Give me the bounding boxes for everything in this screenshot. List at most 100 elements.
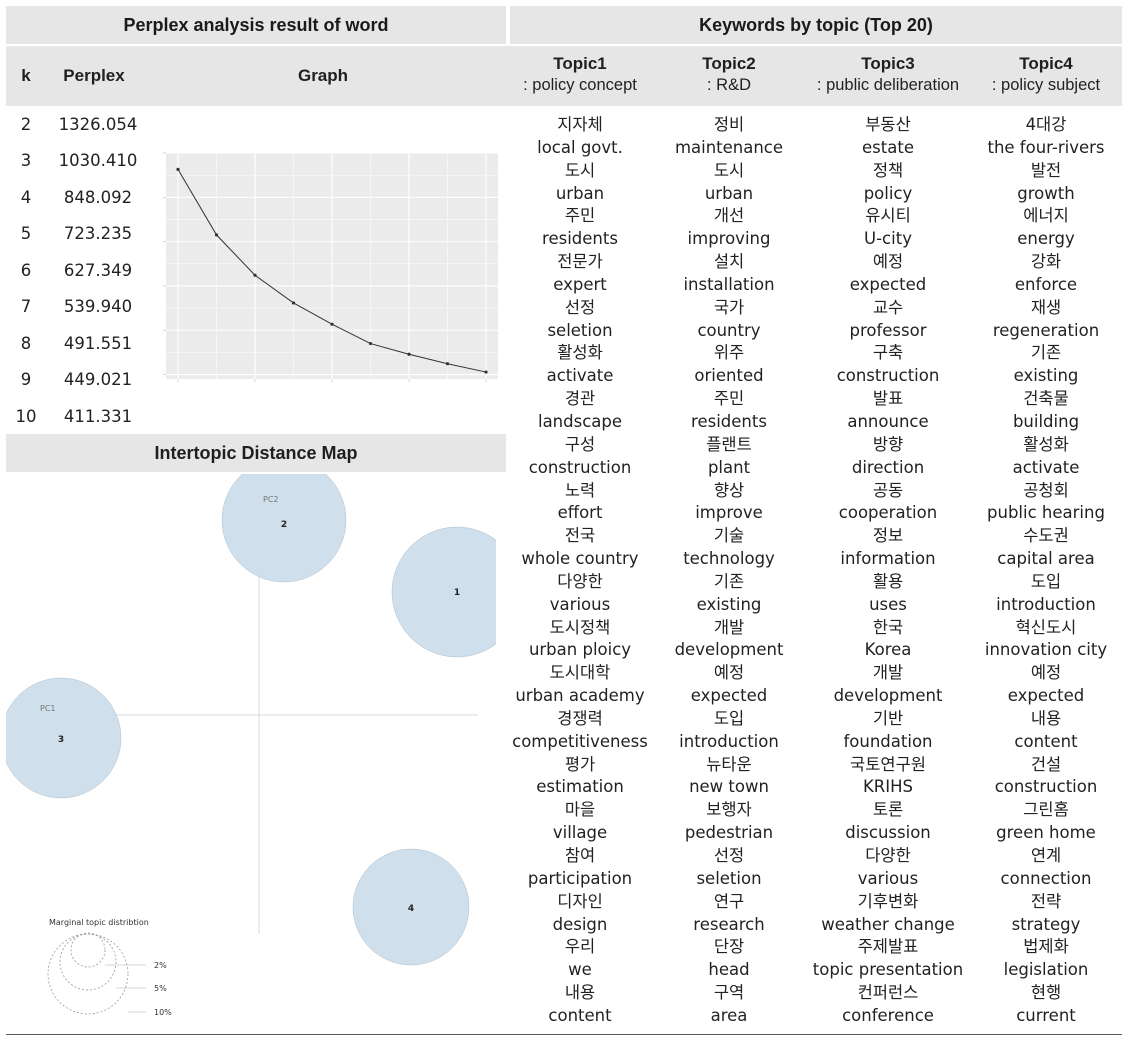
pc1-label: PC1: [40, 704, 56, 713]
keyword-english: urban academy: [515, 686, 645, 706]
topic-circle-2[interactable]: [221, 474, 347, 583]
intertopic-distance-map-header: Intertopic Distance Map: [6, 434, 506, 472]
keyword-korean: 그린홈: [1023, 800, 1069, 820]
keyword-korean: 예정: [872, 252, 904, 272]
keyword-english: existing: [696, 594, 762, 614]
keyword-korean: 개발: [713, 617, 745, 637]
keyword-english: installation: [683, 274, 775, 294]
k-value: 9: [20, 370, 32, 389]
topic4-subtitle: : policy subject: [991, 76, 1101, 94]
keyword-english: activate: [1012, 457, 1080, 477]
keyword-english: expert: [553, 274, 607, 294]
keyword-english: construction: [836, 366, 940, 386]
keyword-korean: 다양한: [865, 846, 911, 865]
perplexity-point: [253, 273, 257, 277]
perplex-value: 449.021: [63, 370, 133, 389]
keyword-english: estate: [862, 137, 914, 157]
keyword-english: improve: [695, 503, 763, 523]
keyword-korean: 선정: [713, 846, 745, 865]
keyword-korean: 에너지: [1023, 206, 1069, 226]
perplex-row: 10 411.331: [6, 407, 156, 444]
legend-circle-10: [47, 933, 129, 1015]
topic-label-2: 2: [281, 520, 287, 530]
keyword-korean: 기존: [1030, 343, 1062, 363]
perplex-value: 848.092: [63, 188, 133, 207]
perplex-row: 5 723.235: [6, 224, 156, 261]
keyword-english: Korea: [864, 640, 912, 660]
column-header-k: k: [21, 66, 31, 85]
perplex-row: 4 848.092: [6, 188, 156, 225]
keyword-english: direction: [851, 457, 925, 477]
keyword-korean: 개선: [713, 206, 745, 226]
perplexity-point: [291, 301, 296, 305]
intertopic-distance-map-title: Intertopic Distance Map: [154, 442, 358, 463]
keyword-korean: 지자체: [557, 115, 603, 134]
perplex-value: 539.940: [63, 297, 133, 316]
keyword-english: the four-rivers: [987, 137, 1105, 157]
keyword-english: development: [833, 686, 943, 706]
keyword-english: building: [1012, 411, 1080, 431]
column-header-row: [6, 46, 1122, 106]
topic-circle-3[interactable]: [6, 677, 122, 799]
keyword-korean: 디자인: [557, 891, 603, 911]
topic1-header: Topic1 : policy concept: [500, 54, 660, 96]
legend-label-5: 5%: [154, 984, 167, 993]
topic-label-3: 3: [58, 735, 64, 745]
k-value: 4: [20, 188, 32, 207]
keyword-english: oriented: [694, 366, 764, 386]
keyword-english: connection: [1000, 868, 1092, 888]
keyword-korean: 개발: [872, 663, 904, 683]
perplex-row: 2 1326.054: [6, 115, 156, 152]
perplex-analysis-header: Perplex analysis result of word: [6, 6, 506, 44]
topic3-name: Topic3: [861, 54, 915, 73]
keyword-korean: 마을: [564, 800, 596, 820]
topic-circle-1[interactable]: [391, 526, 506, 658]
keyword-english: expected: [849, 274, 927, 294]
keyword-korean: 주민: [713, 389, 745, 409]
keyword-korean: 주제발표: [857, 937, 919, 957]
keyword-korean: 강화: [1030, 252, 1062, 272]
keyword-english: policy: [863, 183, 913, 203]
keyword-korean: 수도권: [1023, 526, 1069, 546]
keyword-english: landscape: [537, 411, 623, 431]
keyword-korean: 설치: [713, 252, 745, 272]
keyword-english: country: [697, 320, 761, 340]
keyword-english: technology: [683, 549, 775, 569]
keyword-korean: 경쟁력: [557, 708, 603, 728]
keyword-korean: 공청회: [1023, 480, 1069, 500]
keyword-korean: 4대강: [1025, 115, 1067, 134]
keyword-english: development: [674, 640, 784, 660]
keyword-english: estimation: [536, 777, 624, 797]
keyword-korean: 발표: [872, 389, 904, 409]
perplex-row: 7 539.940: [6, 297, 156, 334]
keyword-korean: 기존: [713, 571, 745, 591]
perplex-value: 411.331: [63, 407, 133, 426]
keyword-english: construction: [994, 777, 1098, 797]
keyword-korean: 재생: [1030, 297, 1062, 317]
keyword-english: foundation: [843, 731, 933, 751]
perplexity-point: [330, 322, 334, 326]
topic4-name: Topic4: [1019, 54, 1073, 73]
topic-label-1: 1: [454, 588, 460, 598]
legend-label-10: 10%: [154, 1008, 172, 1017]
keyword-english: area: [710, 1005, 748, 1025]
keyword-english: growth: [1017, 183, 1075, 203]
column-header-perplex: Perplex: [63, 66, 125, 85]
keyword-korean: 도시대학: [549, 663, 611, 683]
keyword-english: green home: [996, 823, 1096, 843]
topic-circle-4[interactable]: [352, 848, 470, 966]
keyword-english: U-city: [864, 229, 912, 249]
keyword-korean: 보행자: [706, 800, 752, 820]
perplexity-point: [176, 167, 180, 171]
keyword-english: competitiveness: [512, 731, 648, 751]
k-value: 10: [15, 407, 37, 426]
perplex-row: 8 491.551: [6, 334, 156, 371]
keyword-english: local govt.: [537, 137, 623, 157]
keyword-english: energy: [1017, 229, 1075, 249]
keyword-english: strategy: [1011, 914, 1081, 934]
keyword-english: professor: [849, 320, 927, 340]
keyword-english: current: [1016, 1005, 1076, 1025]
keyword-english: topic presentation: [812, 960, 964, 980]
keyword-english: seletion: [696, 868, 762, 888]
keyword-english: KRIHS: [862, 777, 914, 797]
